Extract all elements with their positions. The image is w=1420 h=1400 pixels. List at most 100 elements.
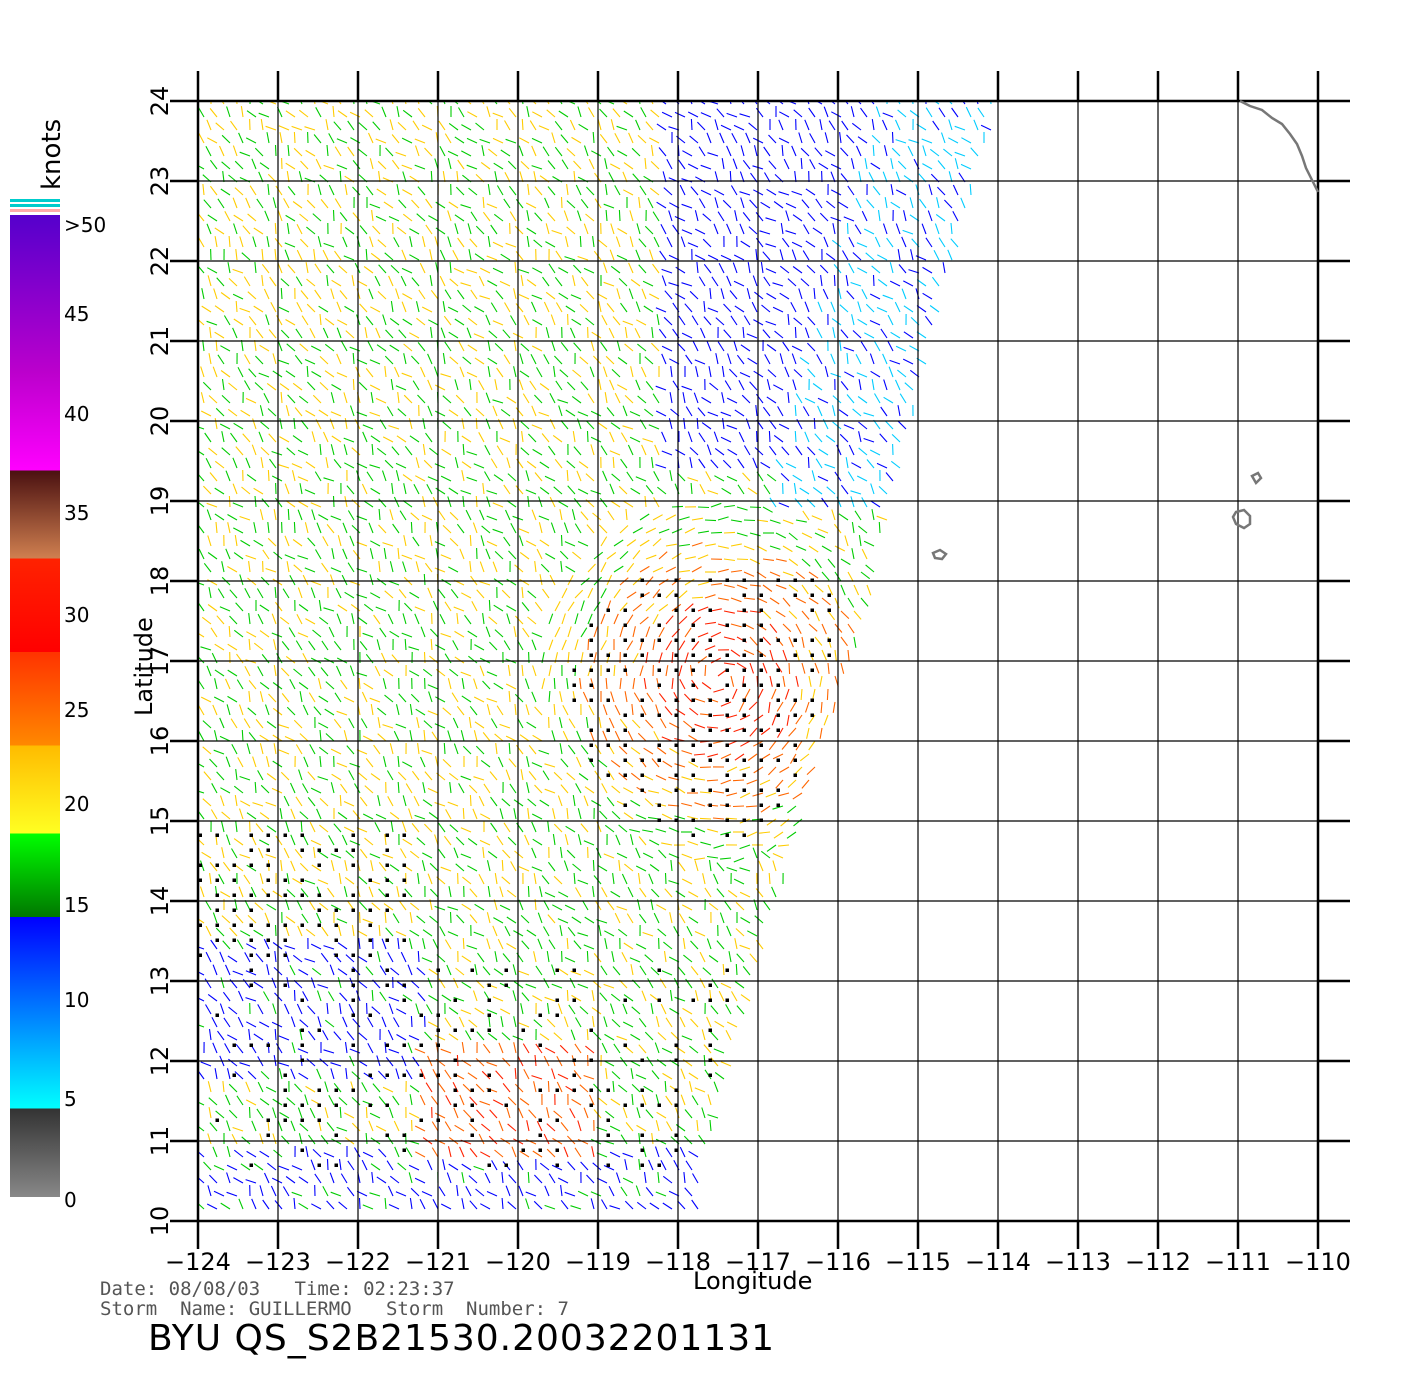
wind-vector (414, 613, 420, 625)
wind-vector (384, 1197, 387, 1210)
wind-vector (732, 805, 745, 808)
rain-flag-dot (572, 698, 576, 702)
wind-vector (749, 506, 762, 509)
wind-vector (636, 223, 641, 235)
wind-vector (312, 213, 322, 222)
wind-vector (331, 435, 342, 443)
wind-vector (492, 399, 504, 404)
wind-vector (536, 367, 543, 378)
wind-vector (662, 760, 673, 768)
rain-flag-dot (708, 728, 712, 732)
wind-vector (463, 407, 472, 417)
wind-vector (643, 1172, 647, 1184)
wind-vector (894, 119, 901, 131)
wind-vector (304, 1094, 309, 1106)
wind-vector (556, 1081, 563, 1093)
wind-vector (642, 438, 654, 443)
wind-vector (327, 991, 335, 1002)
wind-vector (280, 329, 290, 339)
rain-flag-dot (742, 818, 746, 822)
wind-vector (762, 506, 773, 513)
wind-vector (626, 591, 637, 599)
wind-vector (315, 107, 322, 118)
wind-vector (579, 678, 582, 690)
rain-flag-dot (368, 908, 372, 912)
wind-vector (618, 278, 628, 287)
rain-flag-dot (725, 818, 729, 822)
wind-vector (749, 727, 758, 737)
wind-vector (414, 606, 426, 612)
wind-vector (205, 925, 212, 937)
wind-vector (617, 150, 628, 157)
wind-vector (399, 900, 407, 911)
wind-vector (852, 330, 862, 339)
wind-vector (708, 366, 712, 378)
rain-flag-dot (657, 1163, 661, 1167)
rain-flag-dot (708, 608, 712, 612)
wind-vector (604, 1033, 615, 1041)
wind-vector (231, 1133, 238, 1145)
wind-vector (645, 603, 655, 612)
wind-vector (598, 239, 608, 248)
wind-vector (542, 146, 550, 157)
wind-vector (410, 512, 420, 521)
wind-vector (388, 425, 400, 430)
wind-vector (244, 952, 251, 963)
wind-vector (864, 332, 875, 339)
wind-vector (872, 144, 875, 157)
wind-vector (207, 604, 218, 612)
wind-vector (274, 248, 277, 261)
wind-vector (566, 460, 576, 469)
wind-vector (545, 291, 556, 300)
rain-flag-dot (283, 953, 287, 957)
wind-vector (635, 814, 647, 820)
wind-vector (627, 444, 634, 456)
wind-vector (479, 509, 485, 521)
wind-vector (895, 139, 907, 144)
wind-vector (220, 345, 231, 352)
wind-vector (359, 848, 368, 859)
rain-flag-dot (623, 668, 627, 672)
wind-vector (549, 574, 556, 586)
rain-flag-dot (657, 713, 661, 717)
wind-vector (570, 970, 582, 976)
wind-vector (286, 889, 296, 898)
wind-vector (206, 1203, 218, 1210)
rain-flag-dot (810, 578, 814, 582)
wind-vector (253, 1163, 264, 1171)
wind-vector (876, 462, 888, 469)
wind-vector (248, 561, 251, 573)
wind-vector (429, 862, 439, 872)
rain-flag-dot (198, 878, 202, 882)
wind-vector (857, 136, 868, 144)
wind-vector (871, 379, 875, 391)
wind-vector (525, 983, 537, 989)
wind-vector (667, 804, 680, 807)
wind-vector (294, 1083, 303, 1093)
colorbar-cap-pink (10, 209, 60, 212)
wind-vector (322, 431, 329, 443)
rain-flag-dot (215, 893, 219, 897)
wind-vector (461, 461, 472, 469)
wind-vector (521, 664, 524, 677)
wind-vector (294, 354, 303, 365)
wind-vector (543, 301, 550, 313)
wind-vector (472, 522, 478, 534)
rain-flag-dot (810, 653, 814, 657)
wind-vector (801, 558, 811, 567)
wind-vector (639, 513, 650, 521)
wind-vector (617, 928, 628, 937)
wind-vector (869, 353, 875, 365)
wind-vector (395, 704, 400, 716)
wind-vector (422, 444, 426, 456)
wind-vector (852, 252, 862, 261)
wind-vector (609, 483, 615, 495)
wind-vector (668, 282, 680, 287)
wind-vector (382, 724, 394, 729)
wind-vector (795, 445, 803, 456)
wind-vector (564, 956, 576, 963)
wind-vector (198, 649, 199, 650)
rain-flag-dot (283, 833, 287, 837)
wind-vector (758, 860, 764, 872)
wind-vector (717, 516, 729, 521)
